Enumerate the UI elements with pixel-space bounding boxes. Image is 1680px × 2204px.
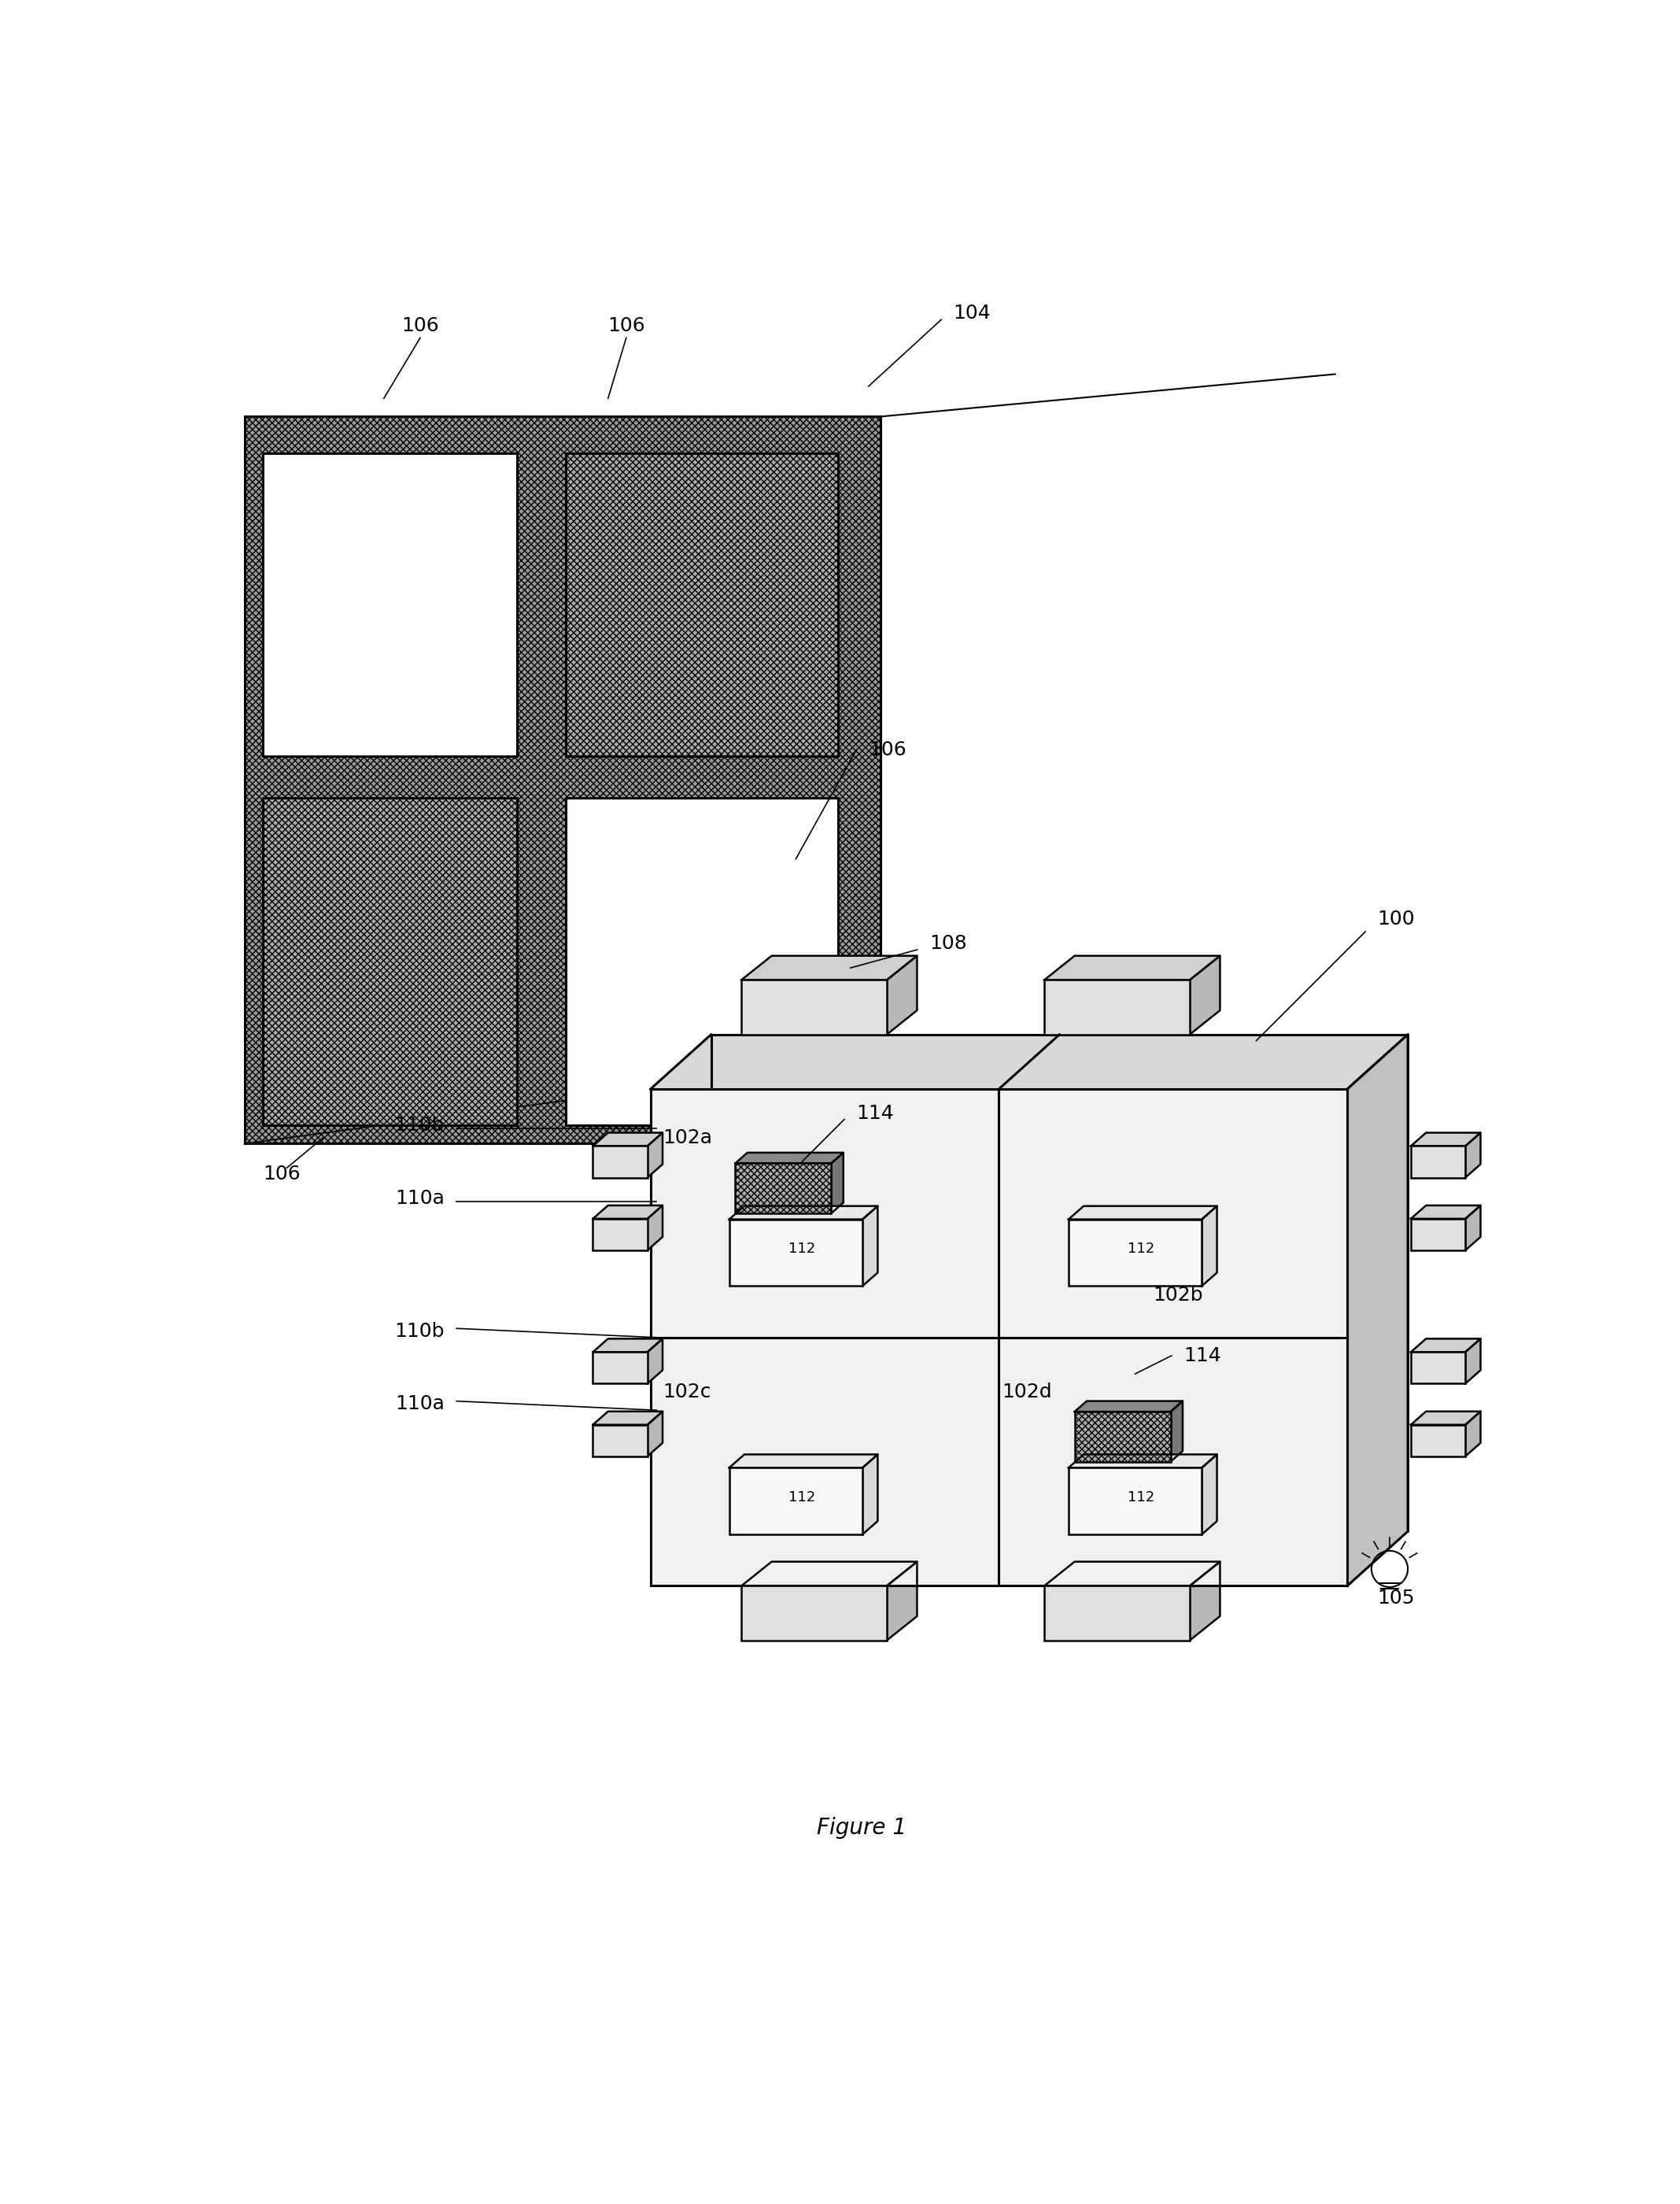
Bar [245,417,880,1144]
Polygon shape [593,1411,662,1424]
Polygon shape [862,1455,877,1534]
Bar [1045,981,1189,1034]
Bar [593,1146,647,1177]
Polygon shape [736,1153,843,1164]
Polygon shape [887,1563,917,1640]
Polygon shape [1347,1034,1408,1587]
Polygon shape [1411,1411,1480,1424]
Text: 108: 108 [929,934,966,952]
Text: 106: 106 [608,315,645,335]
Text: 102d: 102d [1001,1382,1052,1402]
Polygon shape [1045,1563,1220,1587]
Bar [729,1219,862,1285]
Text: 106: 106 [262,1164,301,1184]
Polygon shape [1171,1402,1183,1461]
Polygon shape [1045,957,1220,981]
Bar [1075,1413,1171,1461]
Text: 102a: 102a [662,1128,712,1146]
Polygon shape [1411,1338,1480,1351]
Text: 102b: 102b [1154,1285,1203,1305]
Polygon shape [1411,1133,1480,1146]
Bar [262,452,517,756]
Bar [593,1424,647,1457]
Polygon shape [647,1206,662,1250]
Text: 105: 105 [1378,1589,1415,1607]
Polygon shape [741,1563,917,1587]
Polygon shape [593,1206,662,1219]
Text: 104: 104 [954,304,991,324]
Text: 110a: 110a [395,1188,445,1208]
Text: 106: 106 [402,315,438,335]
Polygon shape [1201,1206,1216,1285]
Text: 112: 112 [788,1490,815,1503]
Polygon shape [1068,1206,1216,1219]
Bar [1068,1219,1201,1285]
Bar [741,981,887,1034]
Text: 112: 112 [1127,1490,1154,1503]
Text: 102c: 102c [662,1382,711,1402]
Polygon shape [1411,1206,1480,1219]
Polygon shape [1465,1206,1480,1250]
Bar [729,1468,862,1534]
Bar [736,1164,832,1212]
Bar [566,798,838,1126]
Polygon shape [1075,1402,1183,1413]
Bar [1411,1351,1465,1384]
Polygon shape [1189,1563,1220,1640]
Bar [1045,1587,1189,1640]
Bar [1411,1219,1465,1250]
Bar [1411,1146,1465,1177]
Text: 112: 112 [1127,1241,1154,1256]
Bar [1411,1424,1465,1457]
Polygon shape [593,1133,662,1146]
Polygon shape [1201,1455,1216,1534]
Polygon shape [729,1206,877,1219]
Polygon shape [1068,1455,1216,1468]
Polygon shape [1465,1133,1480,1177]
Bar [566,452,838,756]
Bar [1068,1468,1201,1534]
Bar [593,1219,647,1250]
Bar [650,1089,1347,1587]
Text: 114: 114 [1184,1347,1221,1364]
Text: 114: 114 [857,1104,894,1122]
Polygon shape [832,1153,843,1212]
Text: 112: 112 [788,1241,815,1256]
Bar [741,1587,887,1640]
Bar [262,798,517,1126]
Text: 110b: 110b [395,1115,445,1135]
Text: 110a: 110a [395,1395,445,1413]
Polygon shape [729,1455,877,1468]
Polygon shape [1465,1338,1480,1384]
Polygon shape [647,1338,662,1384]
Polygon shape [593,1338,662,1351]
Polygon shape [1465,1411,1480,1457]
Polygon shape [887,957,917,1034]
Text: 106: 106 [869,741,906,758]
Polygon shape [647,1411,662,1457]
Text: 100: 100 [1378,910,1415,928]
Polygon shape [741,957,917,981]
Text: Figure 1: Figure 1 [816,1818,906,1840]
Polygon shape [647,1133,662,1177]
Text: 110b: 110b [395,1322,445,1340]
Polygon shape [862,1206,877,1285]
Bar [593,1351,647,1384]
Polygon shape [1189,957,1220,1034]
Polygon shape [650,1034,1408,1089]
